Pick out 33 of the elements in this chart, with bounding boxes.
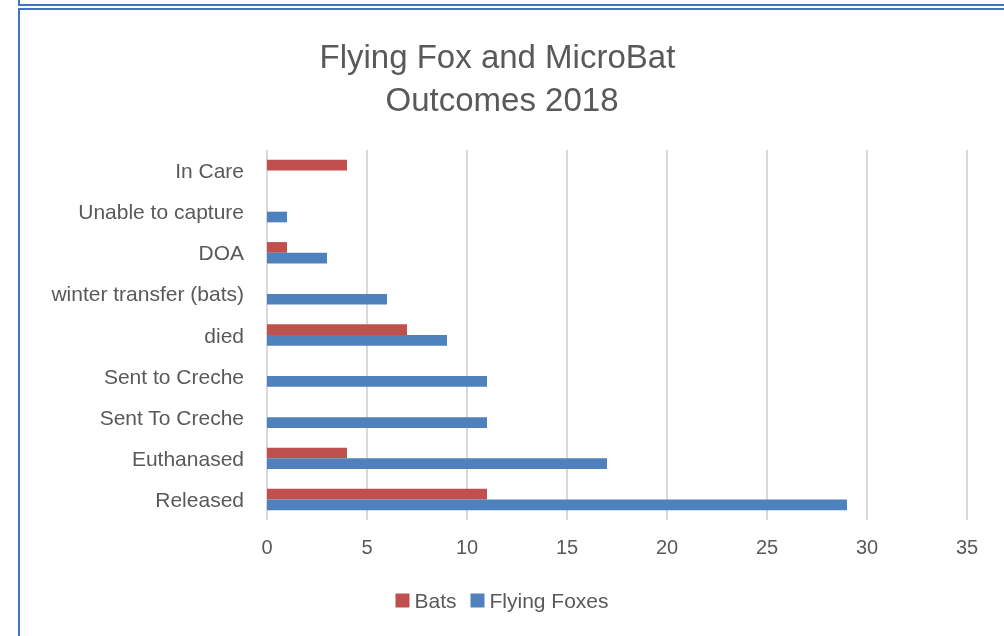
bar: [267, 488, 487, 500]
bar: [267, 252, 327, 264]
y-tick-label: Released: [155, 487, 244, 511]
x-tick-label: 5: [361, 536, 373, 558]
x-tick-label: 0: [261, 536, 273, 558]
x-tick-label: 10: [455, 536, 479, 558]
y-tick-label: In Care: [175, 159, 244, 183]
y-tick-label: Euthanased: [131, 446, 244, 470]
legend-label: Bats: [414, 589, 457, 612]
y-tick-label: winter transfer (bats): [50, 282, 244, 306]
bar: [267, 242, 287, 253]
bar: [267, 293, 387, 305]
x-tick-label: 20: [655, 536, 679, 558]
x-tick-label: 30: [855, 536, 879, 558]
bar: [267, 376, 487, 387]
y-tick-label: Unable to capture: [78, 200, 244, 224]
x-tick-label: 25: [755, 536, 779, 558]
x-tick-label: 35: [955, 536, 979, 558]
bar: [267, 324, 407, 335]
y-tick-label: Sent to Creche: [103, 364, 244, 388]
y-tick-label: Sent To Creche: [99, 405, 244, 429]
bar: [267, 159, 347, 171]
bar: [267, 447, 347, 459]
bar: [267, 499, 847, 511]
y-tick-label: DOA: [198, 241, 244, 265]
y-tick-label: died: [204, 323, 244, 347]
bar: [267, 335, 447, 346]
bar: [267, 211, 287, 223]
legend-label: Flying Foxes: [489, 589, 609, 612]
chart-title: Flying Fox and MicroBat Outcomes 2018: [319, 38, 685, 118]
x-tick-label: 15: [555, 536, 579, 558]
bar: [267, 417, 487, 428]
bar: [267, 458, 607, 470]
